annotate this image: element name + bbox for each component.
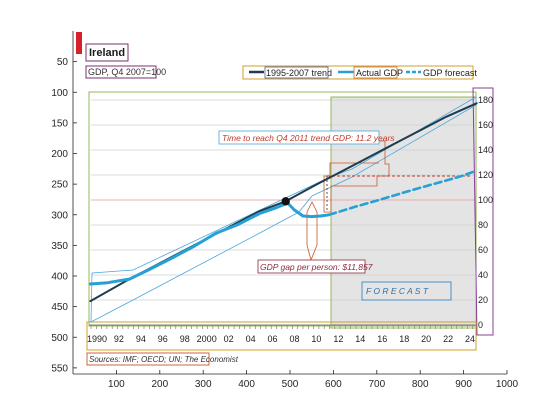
title-box bbox=[85, 43, 129, 62]
inner-x-label: 94 bbox=[136, 334, 146, 344]
y-tick-label: 50 bbox=[57, 57, 69, 68]
inner-y-axis-labels: 180 160 140 120 100 80 60 40 20 0 bbox=[478, 95, 493, 330]
legend-trend-label: 1995-2007 trend bbox=[266, 68, 332, 78]
gdp-gap-bracket bbox=[306, 201, 318, 261]
x-tick-label: 1000 bbox=[496, 379, 519, 390]
x-tick-label: 400 bbox=[238, 379, 255, 390]
y-tick-label: 450 bbox=[51, 302, 68, 313]
legend-trend-label-box bbox=[264, 66, 329, 79]
inner-x-label: 98 bbox=[180, 334, 190, 344]
series-line-gdp-forecast bbox=[327, 169, 478, 217]
inner-x-label: 2000 bbox=[197, 334, 217, 344]
right-axis-box bbox=[472, 87, 494, 336]
inner-y-label: 160 bbox=[478, 120, 493, 130]
inner-y-label: 100 bbox=[478, 195, 493, 205]
y-tick-label: 100 bbox=[51, 88, 68, 99]
inner-y-label: 180 bbox=[478, 95, 493, 105]
legend-actual-label-box bbox=[353, 66, 398, 79]
time-to-reach-box bbox=[218, 130, 380, 145]
inner-y-label: 120 bbox=[478, 170, 493, 180]
inner-subtitle: GDP, Q4 2007=100 bbox=[88, 67, 166, 77]
inner-y-label: 60 bbox=[478, 245, 488, 255]
y-tick-label: 550 bbox=[51, 363, 68, 374]
y-tick-label: 250 bbox=[51, 180, 68, 191]
inner-x-label: 10 bbox=[311, 334, 321, 344]
inner-x-label: 24 bbox=[465, 334, 475, 344]
series-layer bbox=[88, 102, 478, 303]
inner-x-label: 20 bbox=[421, 334, 431, 344]
inner-x-label: 18 bbox=[399, 334, 409, 344]
inner-x-axis-labels: 1990 92 94 96 98 2000 02 04 06 08 10 12 14 16 18 20 22 24 bbox=[87, 334, 475, 344]
forecast-outline bbox=[330, 96, 477, 329]
x-axis-box bbox=[86, 321, 477, 351]
inner-y-label: 20 bbox=[478, 295, 488, 305]
subtitle-box bbox=[85, 65, 157, 79]
source-label: Sources: IMF; OECD; UN; The Economist bbox=[89, 355, 239, 364]
inner-x-label: 16 bbox=[377, 334, 387, 344]
inner-y-label: 80 bbox=[478, 220, 488, 230]
y-tick-label: 200 bbox=[51, 149, 68, 160]
legend-actual-label: Actual GDP bbox=[356, 68, 403, 78]
series-line-actual-gdp bbox=[88, 201, 331, 286]
inner-y-label: 40 bbox=[478, 270, 488, 280]
y-tick-label: 150 bbox=[51, 118, 68, 129]
inner-x-label: 02 bbox=[224, 334, 234, 344]
inner-x-label: 14 bbox=[355, 334, 365, 344]
inner-chart: 1990 92 94 96 98 2000 02 04 06 08 10 12 14 16 18 20 22 24… bbox=[76, 32, 494, 366]
x-tick-label: 700 bbox=[368, 379, 385, 390]
x-tick-label: 900 bbox=[455, 379, 472, 390]
inner-y-label: 0 bbox=[478, 320, 483, 330]
gdp-gap-label: GDP gap per person: $11,857 bbox=[260, 262, 373, 272]
peak-marker bbox=[281, 197, 290, 206]
inner-title: Ireland bbox=[89, 47, 125, 59]
gdp-gap-box bbox=[257, 259, 366, 274]
forecast-label-box bbox=[361, 281, 452, 301]
x-tick-label: 800 bbox=[412, 379, 429, 390]
x-tick-label: 500 bbox=[282, 379, 299, 390]
inner-x-label: 12 bbox=[333, 334, 343, 344]
inner-x-label: 06 bbox=[267, 334, 277, 344]
title-flag bbox=[76, 32, 82, 54]
inner-x-label: 1990 bbox=[87, 334, 107, 344]
inner-y-label: 140 bbox=[478, 145, 493, 155]
y-tick-label: 350 bbox=[51, 241, 68, 252]
x-tick-label: 100 bbox=[108, 379, 125, 390]
legend-forecast-label: GDP forecast bbox=[423, 68, 477, 78]
inner-x-label: 92 bbox=[114, 334, 124, 344]
y-tick-label: 500 bbox=[51, 333, 68, 344]
x-tick-label: 200 bbox=[151, 379, 168, 390]
actual-gdp-envelope bbox=[90, 96, 477, 323]
inner-x-label: 96 bbox=[158, 334, 168, 344]
forecast-label: F O R E C A S T bbox=[366, 286, 429, 296]
inner-x-label: 08 bbox=[289, 334, 299, 344]
time-to-reach-label: Time to reach Q4 2011 trend GDP: 11.2 ye… bbox=[222, 133, 395, 143]
x-tick-label: 300 bbox=[195, 379, 212, 390]
y-tick-label: 400 bbox=[51, 272, 68, 283]
inner-x-label: 04 bbox=[246, 334, 256, 344]
source-box bbox=[86, 352, 210, 366]
y-tick-label: 300 bbox=[51, 210, 68, 221]
inner-x-label: 22 bbox=[443, 334, 453, 344]
x-tick-label: 600 bbox=[325, 379, 342, 390]
legend-box bbox=[242, 65, 474, 80]
